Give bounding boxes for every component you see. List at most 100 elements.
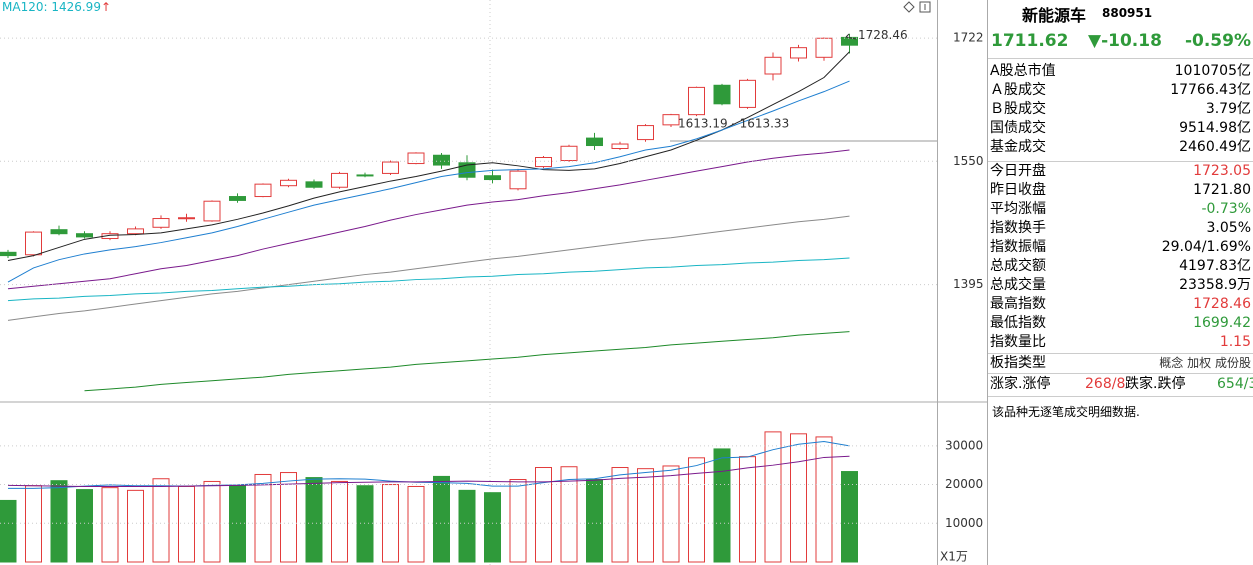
candle-body (586, 137, 603, 147)
y-tick-label: 20000 (945, 477, 983, 491)
quote-row: 今日开盘 1723.05 (990, 162, 1251, 181)
row-value: 1010705亿 (1174, 63, 1251, 79)
row-value: 1723.05 (1193, 163, 1251, 179)
y-tick-label: 1550 (953, 154, 984, 168)
high-arrow (845, 33, 857, 40)
icon[interactable] (919, 1, 931, 13)
quote-row: 指数量比 1.15 (990, 333, 1251, 352)
volume-bar (280, 472, 297, 563)
y-tick-label: 30000 (945, 438, 983, 452)
plot (0, 33, 858, 563)
separator (988, 161, 1253, 162)
candle-body (790, 47, 807, 59)
candle-body (688, 86, 705, 116)
row-label: 板指类型 (990, 355, 1046, 371)
sector-row: 板指类型 概念 加权 成份股 (990, 354, 1251, 373)
quote-row: Ａ股成交 17766.43亿 (990, 81, 1251, 100)
candle-body (127, 228, 144, 235)
volume-bar (815, 436, 833, 563)
separator (988, 353, 1253, 354)
row-label: 指数换手 (990, 220, 1046, 236)
quote-row: 基金成交 2460.49亿 (990, 138, 1251, 157)
volume-bar (586, 479, 603, 563)
row-value: 3.79亿 (1205, 101, 1251, 117)
row-value: 1699.42 (1193, 315, 1251, 331)
volume-bar (841, 471, 858, 563)
row-label: 涨家.涨停 (990, 376, 1051, 392)
volume-bar (433, 475, 450, 563)
row-label: 最低指数 (990, 315, 1046, 331)
volume-bar (203, 480, 221, 563)
volume-bar (790, 433, 807, 563)
quote-row: 指数换手 3.05% (990, 219, 1251, 238)
row-value: 1728.46 (1193, 296, 1251, 312)
separator (988, 396, 1253, 397)
volume-bar (0, 499, 17, 563)
row-value: 17766.43亿 (1170, 82, 1251, 98)
row-value: 3.05% (1206, 220, 1251, 236)
candle-body (407, 152, 425, 165)
row-value: 4197.83亿 (1179, 258, 1251, 274)
quote-row: 国债成交 9514.98亿 (990, 119, 1251, 138)
ma-legend: MA120: 1426.99↑ (2, 0, 111, 14)
candle-body (382, 161, 399, 174)
row-value: -0.73% (1201, 201, 1251, 217)
candle-body (764, 56, 782, 75)
candle-body (509, 170, 527, 190)
ma-line (84, 331, 850, 392)
row-value: 1.15 (1219, 334, 1251, 350)
quote-panel: 新能源车 880951 1711.62 ▼-10.18 -0.59% A股总市值… (988, 0, 1253, 565)
breadth-row: 涨家.涨停 268/8 跌家.跌停 654/3 (990, 375, 1253, 394)
candle-body (0, 251, 17, 257)
row-label: 指数量比 (990, 334, 1046, 350)
volume-bar (560, 466, 578, 563)
row-label: 昨日收盘 (990, 182, 1046, 198)
candle-body (76, 233, 93, 238)
row-label: 今日开盘 (990, 163, 1046, 179)
ma-line (7, 51, 850, 261)
tag[interactable]: 加权 (1187, 356, 1212, 370)
candle-body (152, 218, 170, 228)
candle-body (178, 217, 195, 220)
volume-bar (509, 479, 527, 563)
legend-label: MA120: 1426.99 (2, 0, 101, 14)
tag[interactable]: 概念 (1159, 356, 1184, 370)
quote-row: A股总市值 1010705亿 (990, 62, 1251, 81)
row-value: 23358.9万 (1179, 277, 1251, 293)
legend-arrow: ↑ (101, 0, 111, 14)
volume-bar (484, 492, 501, 563)
quote-row: Ｂ股成交 3.79亿 (990, 100, 1251, 119)
candle-body (280, 179, 297, 187)
candle-body (739, 79, 756, 108)
separator (988, 373, 1253, 374)
volume-bar (611, 467, 629, 563)
icon[interactable] (903, 1, 915, 13)
volume-bar (356, 485, 374, 563)
quote-row: 平均涨幅 -0.73% (990, 200, 1251, 219)
row-value: 1721.80 (1193, 182, 1251, 198)
change: ▼-10.18 (1088, 31, 1162, 51)
candle-body (50, 229, 68, 235)
row-label: Ｂ股成交 (990, 101, 1046, 117)
volume-bar (254, 473, 272, 563)
security-code: 880951 (1102, 6, 1153, 20)
separator (988, 58, 1253, 59)
row-label: 基金成交 (990, 139, 1046, 155)
quote-row: 昨日收盘 1721.80 (990, 181, 1251, 200)
security-name: 新能源车 (1022, 6, 1087, 25)
tag[interactable]: 成份股 (1214, 356, 1251, 370)
candle-body (25, 231, 42, 256)
volume-bar (127, 489, 144, 563)
candle-body (611, 143, 629, 150)
quote-row: 最高指数 1728.46 (990, 295, 1251, 314)
row-value: 9514.98亿 (1179, 120, 1251, 136)
ma-line (7, 455, 850, 487)
volume-bar (76, 489, 93, 563)
y-tick-label: 10000 (945, 516, 983, 530)
candle-body (203, 200, 221, 222)
candle-body (331, 172, 348, 188)
quote-row: 总成交额 4197.83亿 (990, 257, 1251, 276)
row-value: 268/8 (1085, 376, 1126, 392)
ma-line (8, 441, 850, 489)
volume-bar (535, 467, 552, 563)
